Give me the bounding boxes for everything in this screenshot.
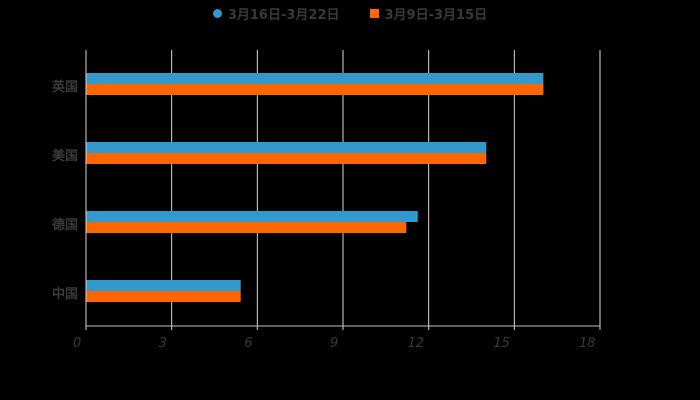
y-axis-category-label: 中国 bbox=[51, 287, 78, 302]
bar[interactable] bbox=[86, 280, 241, 291]
x-axis-tick-label: 9 bbox=[330, 336, 339, 351]
x-axis-tick-label: 0 bbox=[73, 336, 82, 351]
y-axis-category-label: 德国 bbox=[51, 218, 78, 233]
bar[interactable] bbox=[86, 222, 407, 233]
x-axis-tick-label: 18 bbox=[579, 336, 596, 351]
legend-item-series-2[interactable]: 3月9日-3月15日 bbox=[369, 4, 488, 23]
legend-square-marker-icon bbox=[369, 8, 379, 18]
bar[interactable] bbox=[86, 211, 418, 222]
x-axis-tick-label: 15 bbox=[493, 336, 510, 351]
y-axis-category-label: 英国 bbox=[51, 80, 78, 95]
x-axis-tick-label: 6 bbox=[244, 336, 253, 351]
bar[interactable] bbox=[86, 291, 241, 302]
legend-item-series-1[interactable]: 3月16日-3月22日 bbox=[212, 4, 340, 23]
legend-label: 3月9日-3月15日 bbox=[384, 7, 488, 23]
bar[interactable] bbox=[86, 73, 544, 84]
legend-circle-marker-icon bbox=[212, 8, 222, 18]
legend-label: 3月16日-3月22日 bbox=[227, 7, 340, 23]
bar[interactable] bbox=[86, 142, 487, 153]
chart-legend: 3月16日-3月22日 3月9日-3月15日 bbox=[0, 4, 700, 23]
bar[interactable] bbox=[86, 84, 544, 95]
x-axis-tick-label: 3 bbox=[158, 336, 167, 351]
y-axis-category-label: 美国 bbox=[51, 149, 78, 164]
bar[interactable] bbox=[86, 153, 487, 164]
x-axis-tick-label: 12 bbox=[407, 336, 425, 351]
